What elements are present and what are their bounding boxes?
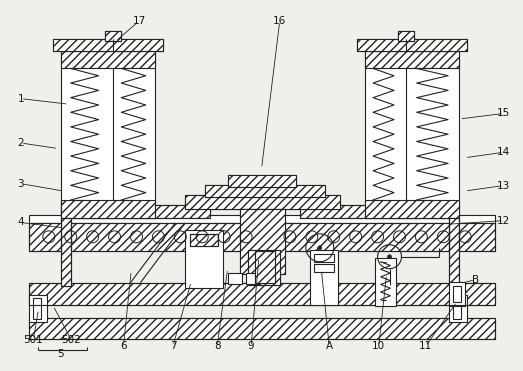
Bar: [29, 318, 495, 339]
Bar: [240, 209, 285, 274]
Bar: [365, 50, 459, 68]
Bar: [29, 223, 495, 251]
Bar: [33, 298, 41, 319]
Bar: [53, 39, 163, 50]
Bar: [61, 218, 71, 286]
Text: 14: 14: [497, 147, 510, 157]
Bar: [105, 30, 120, 40]
Bar: [357, 39, 467, 50]
Bar: [29, 318, 495, 339]
Bar: [61, 205, 210, 218]
Bar: [29, 283, 495, 305]
Text: A: A: [326, 341, 333, 351]
Text: 16: 16: [273, 16, 287, 26]
Bar: [61, 218, 71, 286]
Bar: [185, 195, 340, 209]
Bar: [228, 175, 296, 187]
Text: B: B: [472, 275, 479, 285]
Bar: [29, 223, 495, 251]
Bar: [248, 250, 280, 285]
Bar: [453, 298, 461, 319]
Bar: [61, 50, 155, 218]
Bar: [365, 200, 459, 218]
Bar: [61, 205, 210, 218]
Bar: [399, 30, 414, 40]
Bar: [300, 205, 449, 218]
Text: 7: 7: [169, 341, 176, 351]
Bar: [246, 273, 260, 284]
Bar: [29, 215, 495, 223]
Bar: [357, 39, 467, 50]
Bar: [185, 230, 223, 288]
Bar: [449, 295, 467, 322]
Bar: [449, 282, 465, 306]
Text: 15: 15: [497, 108, 510, 118]
Bar: [205, 185, 325, 197]
Circle shape: [318, 246, 322, 250]
Bar: [314, 254, 334, 262]
Text: 10: 10: [372, 341, 385, 351]
Bar: [29, 295, 47, 322]
Bar: [300, 205, 449, 218]
Bar: [205, 185, 325, 197]
Text: 3: 3: [17, 179, 24, 188]
Bar: [374, 258, 396, 306]
Bar: [53, 39, 163, 50]
Text: 4: 4: [17, 217, 24, 227]
Bar: [365, 50, 459, 218]
Bar: [449, 218, 459, 286]
Bar: [240, 209, 285, 274]
Text: 502: 502: [61, 335, 81, 345]
Bar: [399, 30, 414, 40]
Text: 2: 2: [17, 138, 24, 148]
Bar: [29, 283, 495, 305]
Text: 5: 5: [58, 349, 64, 359]
Bar: [190, 234, 218, 246]
Bar: [314, 264, 334, 272]
Text: 501: 501: [24, 335, 43, 345]
Text: 17: 17: [132, 16, 146, 26]
Text: 13: 13: [497, 181, 510, 190]
Text: 1: 1: [17, 93, 24, 104]
Text: 6: 6: [120, 341, 127, 351]
Bar: [449, 218, 459, 286]
Bar: [105, 30, 120, 40]
Bar: [61, 200, 155, 218]
Circle shape: [388, 255, 392, 259]
Bar: [61, 50, 155, 68]
Bar: [185, 195, 340, 209]
Bar: [228, 175, 296, 187]
Text: 9: 9: [248, 341, 254, 351]
Text: 12: 12: [497, 216, 510, 226]
Bar: [190, 234, 218, 246]
Text: 8: 8: [214, 341, 221, 351]
Bar: [255, 251, 275, 283]
Bar: [255, 251, 275, 283]
Bar: [228, 273, 242, 284]
Bar: [248, 250, 280, 285]
Text: 11: 11: [419, 341, 432, 351]
Bar: [453, 286, 461, 302]
Bar: [310, 250, 338, 305]
